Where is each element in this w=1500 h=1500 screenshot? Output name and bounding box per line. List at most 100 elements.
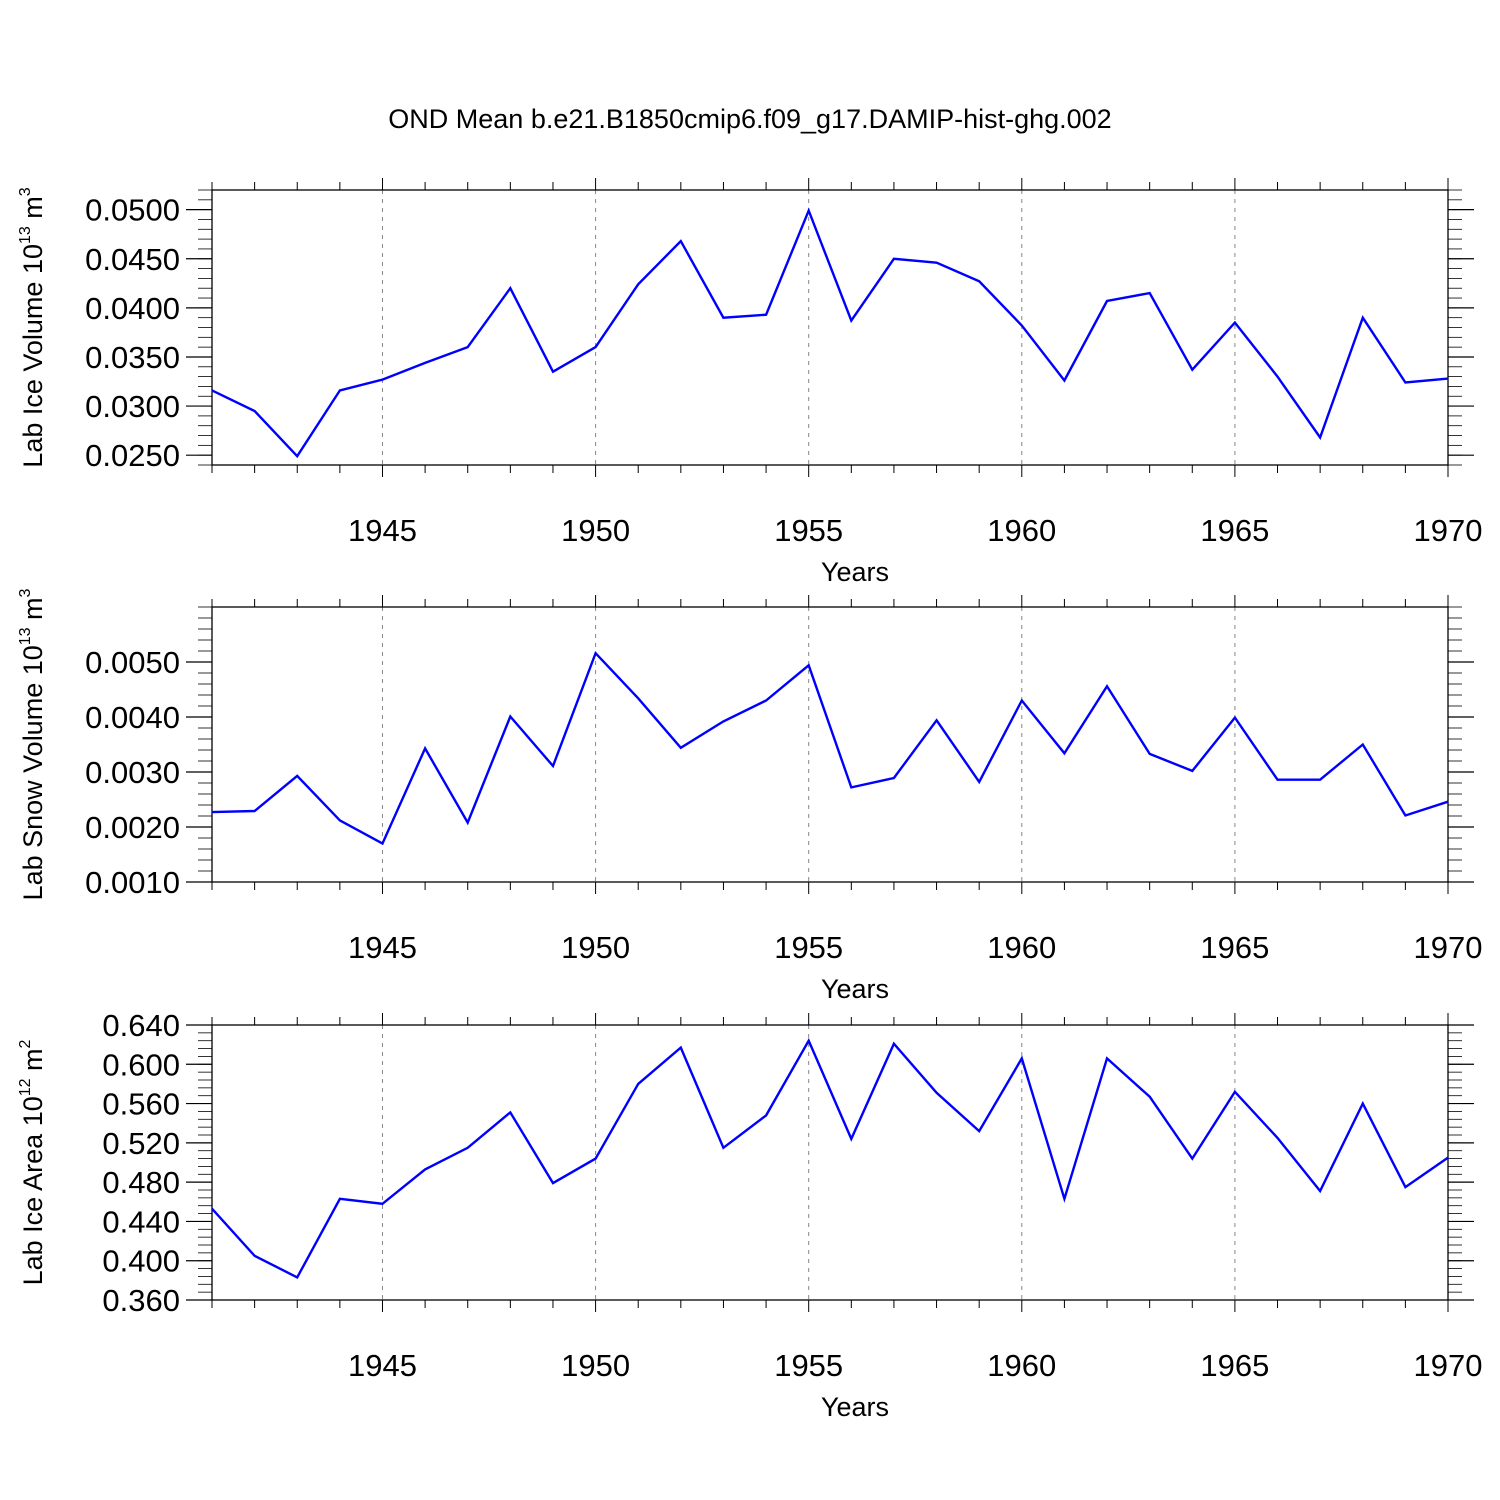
x-tick-label: 1960 <box>987 1348 1056 1383</box>
data-point <box>380 1202 384 1206</box>
data-point <box>253 809 257 813</box>
data-point <box>508 286 512 290</box>
data-point <box>295 774 299 778</box>
data-point <box>253 409 257 413</box>
data-point <box>466 821 470 825</box>
data-point <box>679 746 683 750</box>
x-tick-label: 1950 <box>561 930 630 965</box>
data-point <box>977 279 981 283</box>
data-point <box>594 651 598 655</box>
x-axis-label: Years <box>821 974 889 1004</box>
data-point <box>1148 1095 1152 1099</box>
data-point <box>721 316 725 320</box>
data-point <box>423 361 427 365</box>
data-point <box>1403 813 1407 817</box>
x-tick-label: 1945 <box>348 930 417 965</box>
data-point <box>1318 1189 1322 1193</box>
data-point <box>551 370 555 374</box>
data-point <box>466 345 470 349</box>
data-point <box>636 282 640 286</box>
data-point <box>764 1113 768 1117</box>
data-point <box>764 699 768 703</box>
data-point <box>849 1137 853 1141</box>
data-point <box>892 257 896 261</box>
y-tick-label: 0.360 <box>102 1283 180 1318</box>
data-point <box>253 1254 257 1258</box>
panel-3: 0.360 0.400 0.440 0.480 0.520 0.560 0.600 0.640… <box>17 1008 1482 1422</box>
data-point <box>1020 699 1024 703</box>
data-point <box>1318 778 1322 782</box>
y-tick-label: 0.0010 <box>85 865 180 900</box>
panel-1: 0.0250 0.0300 0.0350 0.0400 0.0450 0.0500 1945… <box>17 178 1482 587</box>
x-tick-label: 1945 <box>348 513 417 548</box>
y-tick-label: 0.600 <box>102 1047 180 1082</box>
data-point <box>935 718 939 722</box>
x-tick-label: 1950 <box>561 1348 630 1383</box>
data-point <box>721 1146 725 1150</box>
y-tick-label: 0.0300 <box>85 389 180 424</box>
data-point <box>977 780 981 784</box>
series-line <box>211 207 1449 459</box>
data-point <box>807 209 811 213</box>
y-tick-label: 0.440 <box>102 1204 180 1239</box>
data-point <box>594 345 598 349</box>
data-point <box>807 1039 811 1043</box>
x-tick-label: 1970 <box>1414 1348 1483 1383</box>
data-point <box>594 1157 598 1161</box>
data-point <box>849 785 853 789</box>
plot-frame <box>211 1024 1449 1301</box>
data-point <box>1446 377 1450 381</box>
data-point <box>1020 324 1024 328</box>
data-point <box>210 388 214 392</box>
data-point <box>1190 769 1194 773</box>
data-point <box>892 776 896 780</box>
x-tick-label: 1965 <box>1200 513 1269 548</box>
x-tick-label: 1955 <box>774 1348 843 1383</box>
data-point <box>935 261 939 265</box>
x-tick-label: 1970 <box>1414 513 1483 548</box>
x-tick-label: 1960 <box>987 513 1056 548</box>
y-axis-label: Lab Snow Volume 1013 m3 <box>17 588 48 900</box>
y-tick-label: 0.0350 <box>85 340 180 375</box>
x-tick-label: 1945 <box>348 1348 417 1383</box>
x-tick-label: 1965 <box>1200 930 1269 965</box>
data-point <box>679 239 683 243</box>
x-tick-label: 1950 <box>561 513 630 548</box>
y-tick-label: 0.520 <box>102 1126 180 1161</box>
panels: 0.0250 0.0300 0.0350 0.0400 0.0450 0.0500 1945… <box>17 178 1482 1422</box>
y-tick-label: 0.0250 <box>85 438 180 473</box>
data-point <box>1105 299 1109 303</box>
data-point <box>1276 778 1280 782</box>
y-tick-label: 0.0030 <box>85 755 180 790</box>
data-point <box>508 1110 512 1114</box>
data-point <box>1062 751 1066 755</box>
y-tick-label: 0.640 <box>102 1008 180 1043</box>
data-point <box>1276 375 1280 379</box>
plot-frame <box>211 189 1449 466</box>
data-point <box>1233 321 1237 325</box>
data-point <box>807 663 811 667</box>
data-point <box>1361 743 1365 747</box>
y-tick-label: 0.0450 <box>85 242 180 277</box>
data-point <box>1446 1156 1450 1160</box>
x-axis-label: Years <box>821 1392 889 1422</box>
y-axis-label: Lab Ice Volume 1013 m3 <box>17 187 48 467</box>
x-axis-label: Years <box>821 557 889 587</box>
data-point <box>1233 716 1237 720</box>
data-point <box>1403 381 1407 385</box>
data-point <box>849 319 853 323</box>
y-axis-label: Lab Ice Area 1012 m2 <box>17 1039 48 1285</box>
series-line <box>211 1038 1449 1279</box>
data-point <box>1233 1090 1237 1094</box>
data-point <box>1276 1136 1280 1140</box>
x-tick-label: 1970 <box>1414 930 1483 965</box>
y-tick-label: 0.0400 <box>85 291 180 326</box>
data-point <box>1105 1056 1109 1060</box>
data-point <box>295 454 299 458</box>
plot-frame <box>211 606 1449 883</box>
data-point <box>1148 752 1152 756</box>
x-tick-label: 1960 <box>987 930 1056 965</box>
data-point <box>1148 291 1152 295</box>
y-tick-label: 0.480 <box>102 1165 180 1200</box>
series-line <box>211 650 1449 846</box>
